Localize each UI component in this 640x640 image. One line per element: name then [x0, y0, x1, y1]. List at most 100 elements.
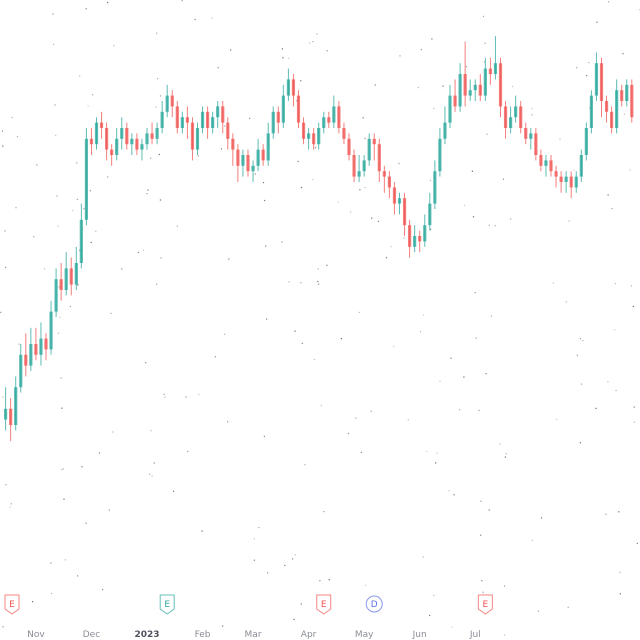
candle	[110, 144, 114, 166]
candle	[105, 122, 109, 161]
earnings-marker-icon[interactable]: E	[159, 594, 175, 615]
noise-dot	[552, 282, 555, 284]
event-marker-label: E	[9, 600, 15, 610]
noise-dot	[4, 230, 6, 232]
noise-dot	[95, 230, 97, 232]
earnings-marker-icon[interactable]: E	[477, 594, 493, 615]
noise-dot	[559, 138, 561, 140]
noise-dot	[187, 450, 189, 453]
candle	[372, 133, 376, 161]
candle	[231, 133, 235, 166]
noise-dot	[265, 245, 267, 247]
candle	[503, 101, 508, 139]
noise-dot	[429, 614, 431, 617]
noise-dot	[502, 178, 505, 180]
noise-dot	[282, 57, 284, 59]
noise-dot	[481, 580, 483, 582]
noise-dot	[121, 268, 123, 270]
candle-body	[382, 171, 386, 177]
noise-dot	[385, 257, 388, 259]
noise-dot	[107, 1, 109, 4]
candle	[463, 41, 467, 107]
candle-body	[438, 138, 442, 172]
noise-dot	[58, 286, 60, 288]
candle-body	[251, 165, 255, 172]
candle	[206, 106, 210, 139]
noise-dot	[79, 75, 81, 77]
candle-body	[347, 138, 351, 155]
candle	[620, 84, 624, 107]
candle-body	[367, 138, 371, 161]
candle	[286, 68, 290, 101]
noise-dot	[181, 0, 183, 2]
noise-dot	[150, 157, 152, 159]
noise-dot	[618, 511, 620, 513]
candle-body	[54, 279, 58, 312]
candle	[241, 149, 245, 177]
noise-dot	[370, 410, 372, 412]
candle-body	[39, 338, 43, 355]
noise-dot	[198, 393, 200, 396]
candle-body	[478, 84, 482, 96]
candle-body	[534, 133, 538, 155]
noise-dot	[490, 315, 492, 317]
noise-dot	[281, 241, 283, 243]
candle	[190, 117, 195, 161]
candle	[402, 192, 407, 236]
candle	[150, 122, 154, 145]
noise-dot	[579, 442, 581, 444]
noise-dot	[220, 148, 222, 150]
noise-dot	[611, 208, 613, 210]
noise-dot	[296, 100, 298, 102]
candle-body	[483, 68, 487, 96]
noise-dot	[540, 517, 543, 519]
noise-dot	[364, 584, 367, 586]
candle-body	[413, 236, 417, 247]
noise-dot	[537, 610, 539, 612]
noise-dot	[160, 257, 162, 259]
candle	[483, 57, 487, 101]
candle	[377, 138, 381, 182]
noise-dot	[185, 396, 187, 398]
candle-body	[549, 160, 553, 172]
candle-body	[135, 138, 139, 150]
candle-body	[286, 79, 290, 96]
candle-body	[468, 90, 472, 96]
noise-dot	[326, 50, 328, 52]
candle-body	[564, 176, 568, 182]
noise-dot	[420, 49, 422, 51]
dividend-marker-icon[interactable]: D	[365, 595, 383, 613]
earnings-marker-icon[interactable]: E	[316, 594, 332, 615]
noise-dot	[579, 338, 582, 340]
noise-dot	[632, 305, 634, 307]
candle	[493, 36, 498, 80]
candle	[271, 106, 275, 139]
candle-body	[539, 155, 543, 166]
noise-dot	[463, 204, 466, 206]
earnings-marker-icon[interactable]: E	[4, 594, 20, 615]
noise-dot	[89, 190, 91, 192]
noise-dot	[113, 45, 115, 47]
candle-body	[423, 225, 427, 242]
candle-body	[372, 138, 376, 145]
noise-dot	[83, 208, 85, 210]
noise-dot	[156, 32, 158, 34]
x-tick-label: Apr	[301, 630, 317, 640]
noise-dot	[108, 509, 110, 511]
candle	[544, 155, 548, 177]
noise-dot	[201, 530, 203, 532]
candle	[211, 111, 215, 134]
candle-body	[463, 74, 467, 96]
candle-body	[387, 176, 391, 188]
candle-body	[332, 106, 336, 123]
candle-body	[19, 354, 23, 388]
noise-dot	[300, 80, 302, 82]
candle	[473, 79, 477, 101]
candle-body	[44, 338, 48, 350]
candle-body	[301, 122, 306, 139]
candle-body	[473, 84, 477, 91]
noise-dot	[150, 430, 152, 432]
noise-dot	[478, 409, 480, 411]
